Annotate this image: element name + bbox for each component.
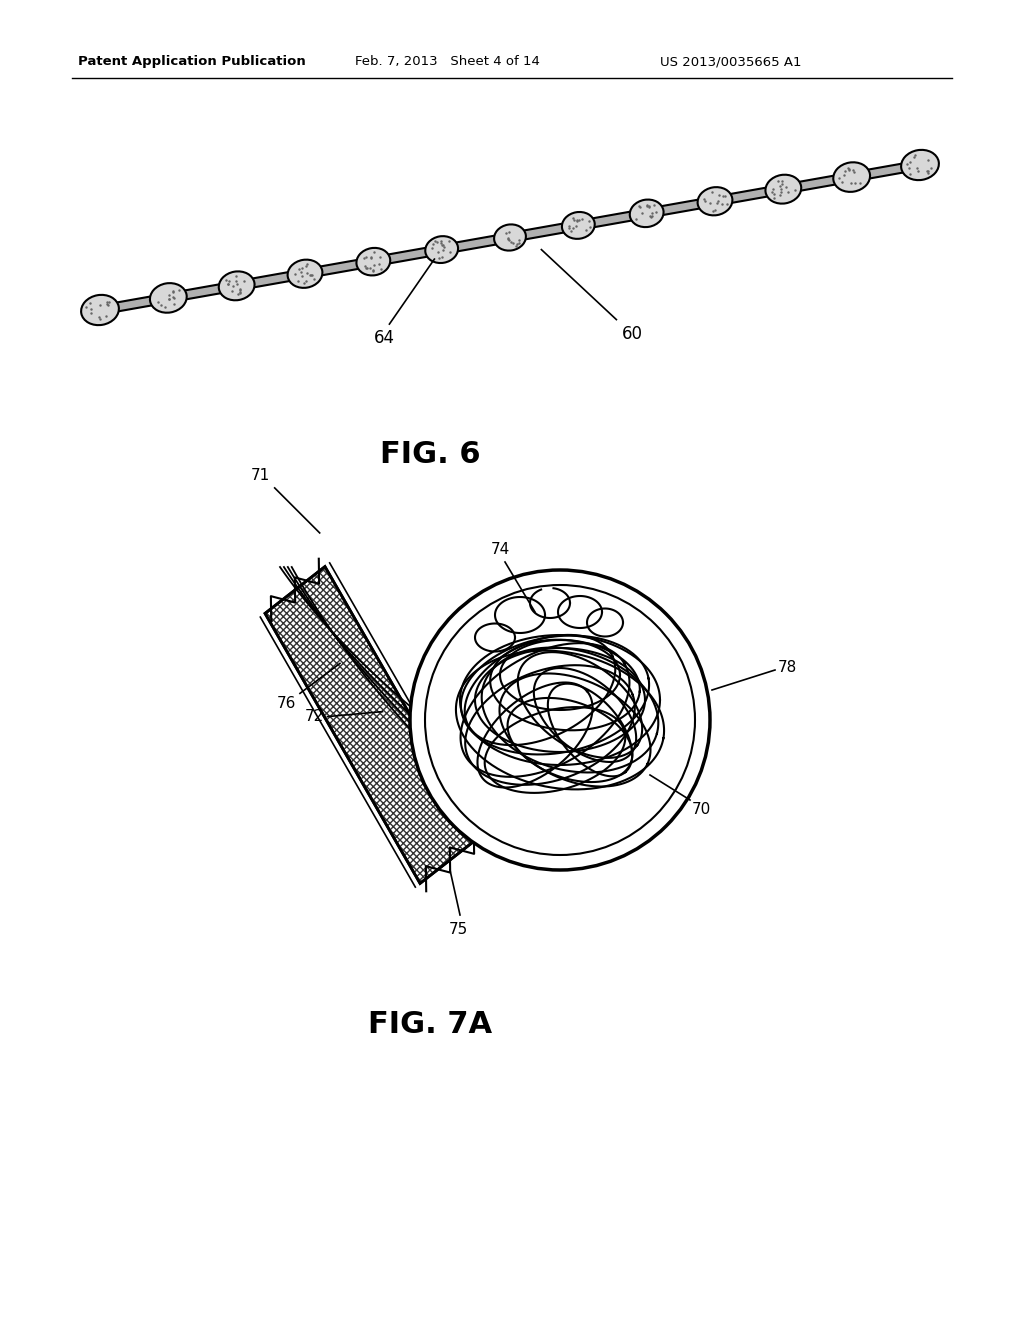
Ellipse shape xyxy=(219,272,255,300)
Text: 60: 60 xyxy=(622,325,642,343)
Polygon shape xyxy=(265,566,480,883)
Ellipse shape xyxy=(765,174,801,203)
Text: 72: 72 xyxy=(305,709,325,725)
Ellipse shape xyxy=(562,213,595,239)
Text: 75: 75 xyxy=(449,921,468,937)
Circle shape xyxy=(425,585,695,855)
Ellipse shape xyxy=(630,199,664,227)
Ellipse shape xyxy=(901,150,939,180)
Text: 64: 64 xyxy=(374,329,395,347)
Polygon shape xyxy=(99,161,921,314)
Ellipse shape xyxy=(697,187,732,215)
Text: 78: 78 xyxy=(778,660,798,676)
Ellipse shape xyxy=(834,162,870,191)
Text: Feb. 7, 2013   Sheet 4 of 14: Feb. 7, 2013 Sheet 4 of 14 xyxy=(355,55,540,69)
Text: US 2013/0035665 A1: US 2013/0035665 A1 xyxy=(660,55,802,69)
Text: 76: 76 xyxy=(276,697,296,711)
Text: FIG. 6: FIG. 6 xyxy=(380,440,480,469)
Text: FIG. 7A: FIG. 7A xyxy=(368,1010,493,1039)
Text: 74: 74 xyxy=(490,543,510,557)
Text: Patent Application Publication: Patent Application Publication xyxy=(78,55,306,69)
Text: 70: 70 xyxy=(692,803,712,817)
Text: 71: 71 xyxy=(251,467,269,483)
Ellipse shape xyxy=(425,236,458,263)
Ellipse shape xyxy=(150,282,186,313)
Ellipse shape xyxy=(288,260,323,288)
Circle shape xyxy=(410,570,710,870)
Ellipse shape xyxy=(495,224,526,251)
Ellipse shape xyxy=(356,248,390,276)
Ellipse shape xyxy=(81,294,119,325)
